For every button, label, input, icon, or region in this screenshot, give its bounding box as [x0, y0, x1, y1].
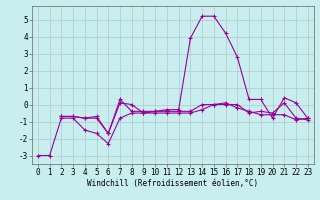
X-axis label: Windchill (Refroidissement éolien,°C): Windchill (Refroidissement éolien,°C): [87, 179, 258, 188]
